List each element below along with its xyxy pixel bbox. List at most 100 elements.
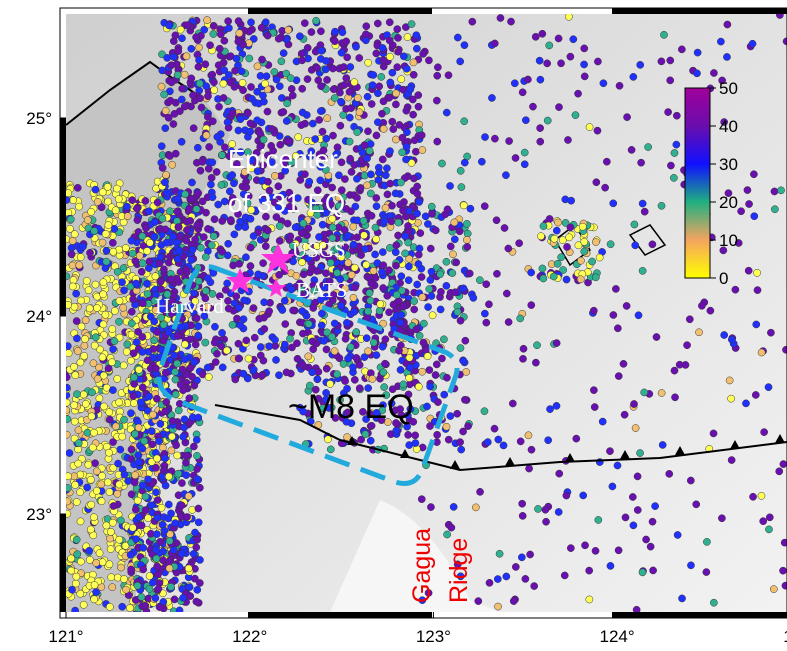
quake-dot xyxy=(404,222,411,229)
quake-dot xyxy=(380,125,387,132)
quake-dot xyxy=(537,125,544,132)
quake-dot xyxy=(247,83,254,90)
quake-dot xyxy=(116,536,123,543)
quake-dot xyxy=(658,202,665,209)
quake-dot xyxy=(310,304,317,311)
quake-dot xyxy=(443,109,450,116)
quake-dot xyxy=(382,204,389,211)
quake-dot xyxy=(124,213,131,220)
quake-dot xyxy=(410,59,417,66)
quake-dot xyxy=(77,518,84,525)
quake-dot xyxy=(470,294,477,301)
quake-dot xyxy=(623,302,630,309)
quake-dot xyxy=(193,598,200,605)
quake-dot xyxy=(100,291,107,298)
quake-dot xyxy=(347,343,354,350)
quake-dot xyxy=(351,161,358,168)
quake-dot xyxy=(67,216,74,223)
quake-dot xyxy=(142,493,149,500)
quake-dot xyxy=(354,94,361,101)
quake-dot xyxy=(491,425,498,432)
quake-dot xyxy=(295,134,302,141)
quake-dot xyxy=(577,276,584,283)
quake-dot xyxy=(698,302,705,309)
quake-dot xyxy=(196,80,203,87)
quake-dot xyxy=(322,270,329,277)
quake-dot xyxy=(342,377,349,384)
quake-dot xyxy=(553,402,560,409)
quake-dot xyxy=(718,515,725,522)
quake-dot xyxy=(72,481,79,488)
lon-tick-label: 121° xyxy=(48,627,83,646)
quake-dot xyxy=(331,94,338,101)
quake-dot xyxy=(150,345,157,352)
quake-dot xyxy=(412,148,419,155)
quake-dot xyxy=(416,198,423,205)
quake-dot xyxy=(263,73,270,80)
quake-dot xyxy=(363,155,370,162)
quake-dot xyxy=(74,551,81,558)
quake-dot xyxy=(177,323,184,330)
quake-dot xyxy=(86,547,93,554)
quake-dot xyxy=(418,496,425,503)
quake-dot xyxy=(155,585,162,592)
quake-dot xyxy=(352,43,359,50)
quake-dot xyxy=(135,458,142,465)
quake-dot xyxy=(361,142,368,149)
quake-dot xyxy=(432,371,439,378)
quake-dot xyxy=(394,34,401,41)
quake-dot xyxy=(502,172,509,179)
quake-dot xyxy=(728,456,735,463)
quake-dot xyxy=(105,365,112,372)
quake-dot xyxy=(304,76,311,83)
quake-dot xyxy=(225,24,232,31)
quake-dot xyxy=(317,83,324,90)
quake-dot xyxy=(537,233,544,240)
quake-dot xyxy=(161,179,168,186)
frame-bar xyxy=(612,612,787,618)
quake-dot xyxy=(235,355,242,362)
quake-dot xyxy=(128,308,135,315)
quake-dot xyxy=(63,407,70,414)
quake-dot xyxy=(77,254,84,261)
colorbar-tick-label: 40 xyxy=(719,117,738,136)
quake-dot xyxy=(309,120,316,127)
quake-dot xyxy=(230,180,237,187)
quake-dot xyxy=(198,104,205,111)
quake-dot xyxy=(507,18,514,25)
quake-dot xyxy=(72,580,79,587)
quake-dot xyxy=(707,307,714,314)
quake-dot xyxy=(723,53,730,60)
quake-dot xyxy=(448,524,455,531)
quake-dot xyxy=(354,129,361,136)
quake-dot xyxy=(443,423,450,430)
quake-dot xyxy=(779,567,786,574)
frame-bar xyxy=(60,118,66,316)
quake-dot xyxy=(615,372,622,379)
quake-dot xyxy=(703,538,710,545)
quake-dot xyxy=(215,201,222,208)
quake-dot xyxy=(533,342,540,349)
quake-dot xyxy=(457,58,464,65)
quake-dot xyxy=(66,225,73,232)
lat-tick-label: 24° xyxy=(26,307,52,326)
quake-dot xyxy=(115,318,122,325)
quake-dot xyxy=(360,217,367,224)
quake-dot xyxy=(710,69,717,76)
quake-dot xyxy=(449,251,456,258)
quake-dot xyxy=(202,253,209,260)
quake-dot xyxy=(331,38,338,45)
quake-dot xyxy=(115,399,122,406)
quake-dot xyxy=(566,234,573,241)
quake-dot xyxy=(652,503,659,510)
quake-dot xyxy=(353,354,360,361)
quake-dot xyxy=(87,476,94,483)
quake-dot xyxy=(251,334,258,341)
frame-bar xyxy=(612,8,787,14)
quake-dot xyxy=(288,85,295,92)
quake-dot xyxy=(146,585,153,592)
quake-dot xyxy=(532,359,539,366)
quake-dot xyxy=(667,162,674,169)
quake-dot xyxy=(145,265,152,272)
quake-dot xyxy=(683,342,690,349)
